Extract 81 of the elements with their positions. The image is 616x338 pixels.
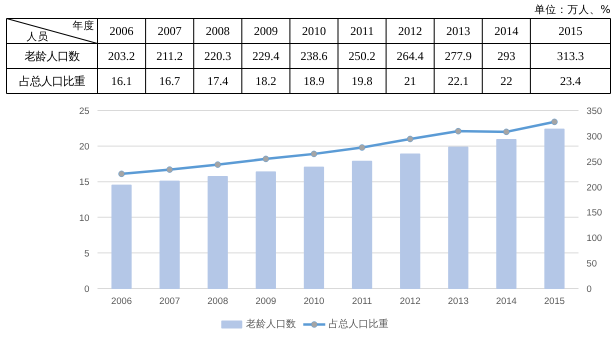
data-label: 17.4 (207, 74, 228, 88)
data-label: 293 (497, 49, 516, 63)
y2-tick-label: 200 (586, 182, 602, 192)
y2-tick-label: 350 (586, 106, 602, 116)
data-label: 19.8 (352, 74, 373, 88)
y-tick-label: 20 (79, 142, 90, 152)
point (214, 161, 221, 168)
y2-tick-label: 50 (586, 258, 597, 269)
category-label: 2007 (158, 24, 182, 38)
bar (400, 154, 420, 289)
bar (352, 160, 372, 289)
x-tick-label: 2009 (255, 296, 276, 306)
category-label: 2013 (446, 24, 470, 38)
data-label: 277.9 (444, 49, 472, 63)
x-tick-label: 2013 (448, 296, 469, 306)
x-tick-label: 2014 (496, 296, 517, 306)
point (551, 118, 558, 126)
point (262, 156, 270, 162)
bar (160, 180, 180, 289)
y-tick-label: 0 (84, 284, 90, 294)
data-label: 238.6 (300, 49, 328, 63)
text: 单位：万人、% (534, 3, 611, 16)
category-label: 2012 (398, 24, 422, 38)
legend-label: 老龄人口数 (246, 318, 296, 330)
data-label: 203.2 (108, 49, 136, 63)
point (358, 144, 366, 151)
x-tick-label: 2007 (159, 296, 180, 306)
x-tick-label: 2012 (400, 296, 421, 306)
data-label: 16.7 (159, 74, 180, 88)
category-label: 2015 (558, 24, 582, 38)
x-tick-label: 2006 (111, 296, 132, 306)
y2-tick-label: 300 (586, 131, 602, 142)
point (166, 166, 173, 173)
y2-tick-label: 100 (586, 233, 602, 244)
y-tick-label: 15 (79, 177, 90, 188)
category-label: 2006 (110, 24, 134, 38)
point (503, 128, 510, 136)
data-label: 229.4 (252, 49, 280, 63)
point (406, 136, 414, 142)
x-tick-label: 2015 (544, 296, 565, 306)
category-label: 2011 (350, 24, 374, 38)
bar (448, 146, 468, 289)
data-label: 22 (500, 74, 512, 88)
y-tick-label: 10 (79, 212, 90, 223)
data-label: 211.2 (156, 49, 183, 63)
y-tick-label: 5 (84, 248, 90, 258)
point (455, 128, 462, 134)
text: 老龄人口数 (24, 49, 80, 63)
category-label: 2008 (206, 24, 230, 38)
text: 年度 (72, 19, 94, 32)
data-label: 220.3 (204, 49, 232, 63)
data-label: 23.4 (560, 74, 581, 88)
bar (496, 138, 516, 289)
point (310, 150, 318, 158)
data-label: 18.9 (303, 74, 324, 88)
data-label: 250.2 (348, 49, 376, 63)
x-tick-label: 2011 (352, 296, 372, 306)
legend-label: 占总人口比重 (328, 318, 388, 330)
x-tick-label: 2010 (304, 296, 324, 306)
y-tick-label: 25 (79, 106, 90, 116)
category-label: 2010 (302, 24, 326, 38)
data-label: 16.1 (111, 74, 132, 88)
y2-tick-label: 250 (586, 156, 602, 167)
y2-tick-label: 0 (586, 284, 592, 294)
data-label: 264.4 (396, 49, 424, 63)
bar (304, 166, 324, 289)
data-label: 313.3 (556, 49, 584, 63)
bar (544, 128, 565, 289)
bar (256, 171, 276, 289)
data-label: 18.2 (255, 74, 276, 88)
data-label: 21 (404, 74, 416, 88)
category-label: 2014 (494, 24, 518, 38)
point (118, 170, 125, 178)
y2-tick-label: 150 (586, 208, 602, 218)
bar (208, 176, 228, 289)
category-label: 2009 (254, 24, 278, 38)
bar (111, 184, 132, 289)
x-tick-label: 2008 (207, 296, 228, 306)
text: 人员 (26, 30, 48, 43)
data-label: 22.1 (448, 74, 469, 88)
text: 占总人口比重 (19, 74, 85, 88)
